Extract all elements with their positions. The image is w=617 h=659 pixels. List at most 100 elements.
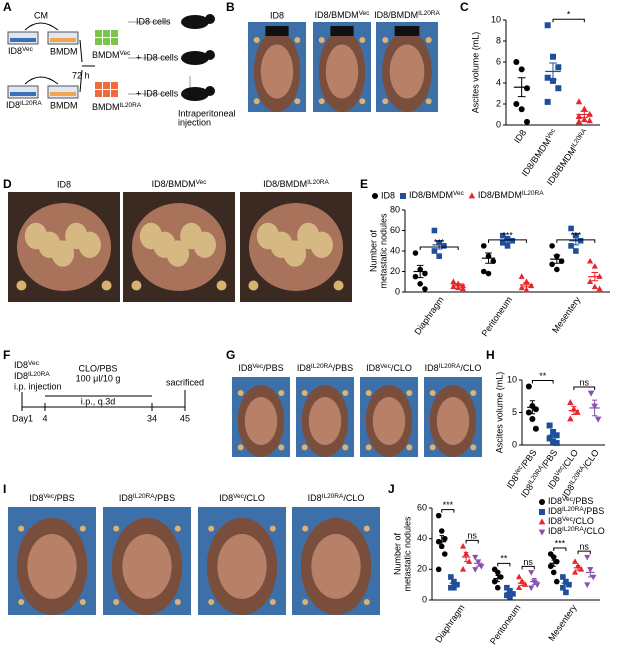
arrow: [24, 76, 59, 85]
point: [491, 578, 498, 585]
error-bar: [580, 110, 589, 119]
significance-label: **: [539, 371, 547, 381]
photo-label: ID8/BMDMVec: [152, 179, 208, 190]
significance-label: **: [500, 554, 508, 564]
point: [586, 117, 593, 124]
annotation: CM: [34, 10, 48, 20]
photo-label: ID8Vec/CLO: [219, 493, 265, 504]
legend-label: ID8Vec/CLO: [548, 516, 594, 527]
error-bar: [575, 565, 581, 571]
photo: [198, 507, 286, 616]
point: [518, 66, 525, 73]
y-axis-label: Ascites volume (mL): [494, 372, 504, 454]
point: [566, 581, 572, 588]
panel-label: H: [486, 348, 495, 362]
panel-label: J: [388, 482, 395, 496]
pin: [113, 599, 120, 606]
photo-label: ID8Vec/PBS: [29, 493, 74, 504]
point: [581, 105, 588, 112]
point: [584, 554, 591, 561]
macrophage: [95, 38, 102, 45]
y-tick-label: 60: [417, 502, 427, 512]
pin: [79, 599, 86, 606]
point: [504, 243, 511, 249]
pin: [216, 280, 227, 291]
point: [555, 85, 562, 92]
x-tick-label: Mesentery: [546, 602, 579, 643]
point: [450, 283, 457, 290]
pin: [406, 444, 413, 451]
photo-label-part: /CLO: [244, 493, 265, 503]
point: [568, 243, 574, 249]
timeline-label-part: ID8: [14, 371, 28, 381]
significance-bracket: [521, 565, 535, 570]
point: [550, 77, 556, 84]
x-tick-label: ID8: [512, 128, 528, 145]
point: [587, 390, 595, 397]
point: [504, 592, 510, 599]
abdomen: [311, 534, 361, 599]
y-tick-label: 0: [496, 119, 501, 129]
photo-label-part: ID8: [119, 493, 133, 503]
point: [422, 286, 428, 292]
pin: [253, 98, 260, 105]
point: [515, 573, 523, 580]
point: [553, 578, 560, 585]
point: [571, 569, 579, 575]
significance-label: ***: [502, 230, 513, 240]
pin: [301, 390, 308, 396]
legend-label-part: ID8: [548, 506, 562, 516]
error-bar: [476, 559, 481, 567]
mouse: [181, 51, 209, 65]
point: [586, 257, 594, 264]
point: [575, 118, 583, 125]
error-bar: [485, 252, 492, 264]
macrophage: [111, 90, 118, 97]
error-bar: [517, 77, 526, 98]
error-bar: [454, 283, 462, 287]
legend-label-part: ID8: [548, 526, 562, 536]
point: [448, 584, 454, 591]
y-tick-label: 10: [491, 14, 501, 24]
treatment-label: i.p., q.3d: [81, 396, 116, 406]
point: [555, 64, 562, 71]
significance-bracket: [577, 550, 591, 555]
point: [560, 574, 566, 580]
photo-label-part: ID8: [219, 493, 233, 503]
error-bar: [416, 264, 424, 279]
error-bar: [495, 574, 500, 583]
point: [490, 258, 497, 265]
point: [499, 232, 506, 239]
photo-label-part: ID8: [238, 363, 252, 373]
point: [591, 263, 598, 269]
legend-label: ID8IL20RA/PBS: [548, 506, 604, 517]
point: [591, 283, 598, 290]
y-tick-label: 0: [422, 594, 427, 604]
photo-label-part: Vec: [233, 493, 245, 500]
point: [590, 574, 597, 581]
point: [563, 589, 569, 596]
photo-label-part: IL20RA: [311, 363, 333, 370]
dish-label: ID8Vec: [8, 46, 34, 57]
injection-note: injection: [178, 117, 211, 127]
timeline-label: sacrificed: [166, 377, 204, 387]
treatment-label: CLO/PBS: [78, 363, 117, 373]
mouse: [181, 87, 209, 101]
point: [510, 591, 516, 597]
x-tick-label-part: /PBS: [540, 448, 560, 471]
photo: [103, 507, 191, 616]
cells: [50, 38, 76, 42]
injection-note: Intraperitoneal: [178, 108, 236, 118]
photo-label: ID8IL20RA/CLO: [308, 493, 365, 504]
y-tick-label: 80: [390, 204, 400, 214]
photo-label-part: /PBS: [54, 493, 75, 503]
point: [417, 281, 423, 287]
significance-label: ns: [579, 377, 589, 387]
point: [553, 440, 560, 447]
timeline-label-part: ID8: [14, 360, 28, 370]
error-bar: [549, 62, 557, 81]
point: [438, 528, 445, 534]
significance-bracket: [531, 380, 554, 384]
significance-label: ns: [467, 531, 477, 541]
photo: [248, 22, 306, 112]
